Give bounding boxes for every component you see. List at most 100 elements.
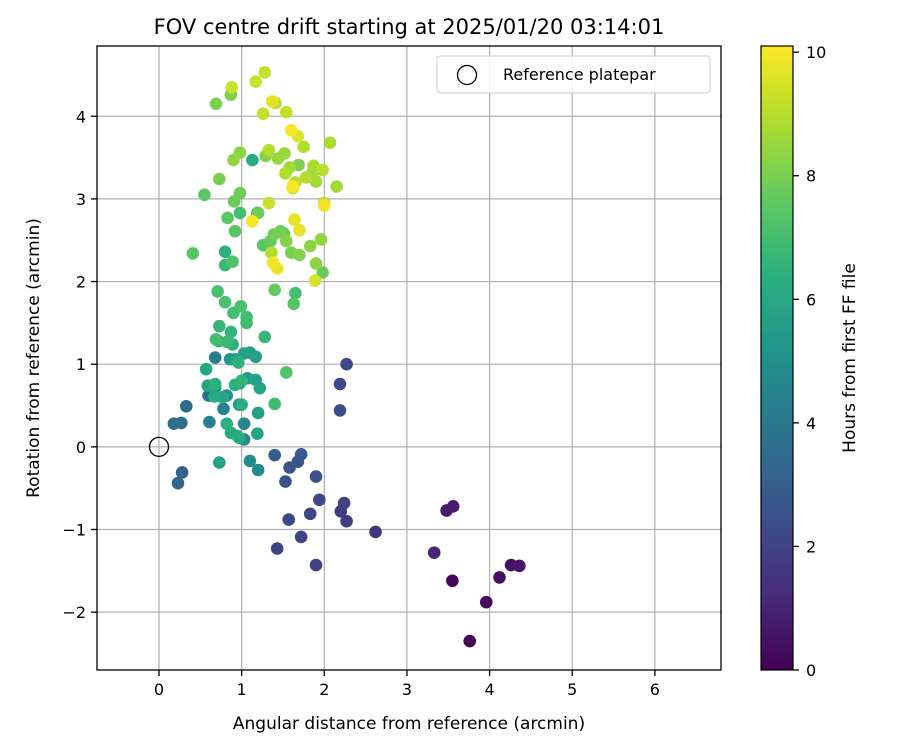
data-point [226, 255, 239, 269]
x-tick-label: 5 [567, 680, 577, 699]
data-point [513, 559, 526, 573]
data-point [225, 81, 239, 94]
data-point [265, 246, 278, 259]
data-point [369, 525, 382, 539]
data-point [314, 233, 328, 246]
data-point [220, 335, 234, 349]
data-point [234, 300, 248, 313]
data-point [279, 366, 293, 379]
data-point [208, 377, 222, 391]
data-point [209, 333, 223, 346]
legend-box [436, 55, 711, 94]
data-point [213, 456, 226, 469]
data-point [237, 347, 251, 360]
data-point [279, 234, 293, 248]
data-point [279, 475, 292, 488]
x-tick-label: 0 [154, 680, 164, 699]
data-point [293, 248, 306, 262]
data-point [258, 330, 272, 344]
data-point [308, 274, 322, 288]
data-point [479, 595, 493, 609]
data-point [249, 350, 262, 364]
data-point [299, 171, 313, 184]
data-point [213, 319, 226, 333]
colorbar-label: Hours from first FF file [840, 263, 860, 453]
colorbar-tick-label: 6 [806, 290, 816, 309]
legend-label: Reference platepar [503, 65, 656, 84]
data-point [251, 427, 264, 440]
data-point [313, 493, 326, 507]
data-point [289, 286, 302, 300]
data-point [340, 514, 353, 528]
x-tick-label: 2 [319, 680, 329, 699]
data-point [199, 362, 213, 376]
y-tick-label: 0 [76, 438, 86, 457]
data-point [251, 406, 265, 420]
data-point [231, 429, 244, 443]
data-point [224, 325, 238, 339]
data-point [262, 196, 276, 210]
data-point [233, 186, 247, 200]
data-point [227, 153, 240, 167]
data-point [246, 214, 259, 228]
data-point [278, 147, 291, 160]
y-tick-label: 4 [76, 107, 86, 126]
data-point [179, 400, 193, 413]
plot-frame [96, 45, 722, 671]
data-point [232, 356, 245, 369]
data-point [186, 247, 200, 260]
x-tick-label: 4 [484, 680, 494, 699]
data-point [243, 454, 257, 468]
data-point [274, 224, 287, 238]
data-point [220, 417, 234, 431]
x-tick-label: 3 [402, 680, 412, 699]
data-point [463, 634, 477, 648]
colorbar-tick-label: 10 [806, 43, 826, 62]
data-point [208, 390, 221, 403]
data-point [266, 256, 280, 269]
data-point [330, 180, 343, 193]
data-point [175, 416, 188, 430]
data-point [218, 245, 232, 259]
y-tick-label: −1 [62, 520, 86, 539]
data-point [175, 466, 189, 479]
data-point [297, 140, 310, 154]
data-point [316, 266, 329, 279]
data-point [270, 542, 284, 555]
data-point [211, 285, 224, 298]
data-point [237, 417, 251, 431]
colorbar: 0 2 4 6 8 10 Hours from first FF file [760, 43, 860, 680]
data-point [446, 500, 460, 513]
legend-marker-open-circle [456, 64, 478, 86]
data-point [217, 402, 230, 416]
data-point [284, 124, 298, 137]
data-point [286, 180, 300, 193]
colorbar-gradient [760, 45, 794, 671]
reference-marker [148, 436, 170, 457]
y-tick-label: 1 [76, 355, 86, 374]
data-point [316, 163, 329, 177]
data-points [167, 66, 526, 648]
data-point [309, 175, 323, 188]
data-point [337, 496, 351, 510]
data-point [258, 66, 272, 79]
data-point [288, 213, 301, 226]
data-point [256, 107, 270, 121]
data-point [262, 143, 276, 157]
data-point [221, 211, 234, 225]
y-tick-label: 3 [76, 190, 86, 209]
data-point [303, 239, 317, 253]
data-point [309, 470, 323, 483]
data-point [282, 513, 296, 526]
data-point [203, 415, 216, 429]
data-point [240, 310, 253, 324]
colorbar-tick-label: 0 [806, 661, 816, 680]
axis-ticks: 0 1 2 3 4 5 6 −2 −1 0 1 2 3 4 [62, 107, 660, 699]
data-point [268, 397, 281, 411]
data-point [493, 571, 506, 584]
grid [97, 46, 721, 670]
data-point [293, 224, 306, 237]
data-point [228, 224, 242, 238]
data-point [294, 530, 308, 544]
